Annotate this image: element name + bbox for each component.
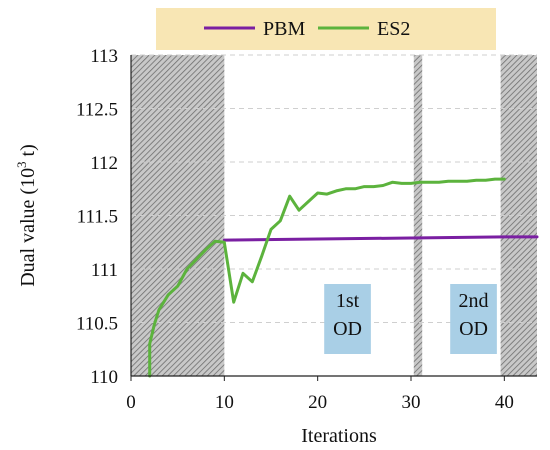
series-line-pbm: [222, 235, 539, 242]
od-note-box: [450, 284, 497, 354]
legend-label-es2: ES2: [377, 18, 410, 40]
y-tick-label: 111: [91, 260, 118, 281]
od-note-text: 1st: [336, 290, 360, 312]
od-note-text: OD: [333, 318, 362, 340]
series-line-es2: [148, 177, 506, 378]
y-tick-label: 112: [90, 153, 118, 174]
y-tick-label: 110: [90, 367, 118, 388]
x-tick-label: 0: [126, 392, 136, 413]
od-note-text: OD: [459, 318, 488, 340]
od-note-1: 1st OD: [324, 284, 371, 354]
x-tick-label: 40: [495, 392, 514, 413]
od-note-box: [324, 284, 371, 354]
y-tick-label: 113: [90, 46, 118, 67]
legend-label-pbm: PBM: [263, 18, 305, 40]
x-tick-label: 10: [215, 392, 234, 413]
y-axis-title: Dual value (103 t): [14, 144, 39, 287]
od-note-2: 2nd OD: [450, 284, 497, 354]
y-tick-label: 110.5: [76, 314, 118, 335]
y-tick-label: 111.5: [77, 207, 118, 228]
od-note-text: 2nd: [459, 290, 489, 312]
y-tick-label: 112.5: [76, 100, 118, 121]
x-tick-label: 20: [308, 392, 327, 413]
x-tick-label: 30: [402, 392, 421, 413]
shaded-region-2: [413, 55, 423, 376]
x-axis-title: Iterations: [301, 425, 377, 447]
